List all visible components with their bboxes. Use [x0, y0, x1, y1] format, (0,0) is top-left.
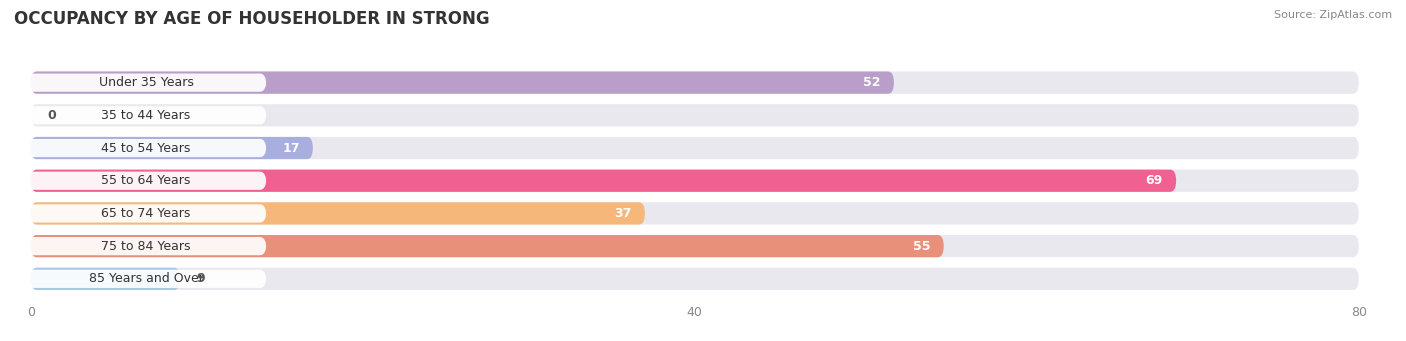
Text: 69: 69 [1146, 174, 1163, 187]
FancyBboxPatch shape [31, 169, 1177, 192]
Text: 55 to 64 Years: 55 to 64 Years [101, 174, 191, 187]
FancyBboxPatch shape [31, 235, 1358, 257]
FancyBboxPatch shape [25, 204, 266, 223]
FancyBboxPatch shape [25, 139, 266, 157]
Text: 0: 0 [48, 109, 56, 122]
Text: 35 to 44 Years: 35 to 44 Years [101, 109, 191, 122]
FancyBboxPatch shape [25, 237, 266, 255]
FancyBboxPatch shape [31, 137, 314, 159]
FancyBboxPatch shape [25, 172, 266, 190]
FancyBboxPatch shape [31, 268, 1358, 290]
Text: Under 35 Years: Under 35 Years [98, 76, 194, 89]
Text: 9: 9 [197, 272, 205, 285]
Text: 37: 37 [614, 207, 631, 220]
Text: 65 to 74 Years: 65 to 74 Years [101, 207, 191, 220]
FancyBboxPatch shape [25, 74, 266, 92]
FancyBboxPatch shape [31, 72, 1358, 94]
FancyBboxPatch shape [31, 104, 1358, 127]
FancyBboxPatch shape [25, 106, 266, 124]
FancyBboxPatch shape [25, 270, 266, 288]
FancyBboxPatch shape [31, 72, 894, 94]
Text: OCCUPANCY BY AGE OF HOUSEHOLDER IN STRONG: OCCUPANCY BY AGE OF HOUSEHOLDER IN STRON… [14, 10, 489, 28]
Text: 17: 17 [283, 142, 299, 154]
FancyBboxPatch shape [31, 268, 180, 290]
FancyBboxPatch shape [31, 137, 1358, 159]
Text: 55: 55 [912, 240, 931, 253]
Text: Source: ZipAtlas.com: Source: ZipAtlas.com [1274, 10, 1392, 20]
Text: 45 to 54 Years: 45 to 54 Years [101, 142, 191, 154]
FancyBboxPatch shape [31, 169, 1358, 192]
FancyBboxPatch shape [31, 202, 645, 224]
FancyBboxPatch shape [31, 202, 1358, 224]
Text: 85 Years and Over: 85 Years and Over [89, 272, 204, 285]
Text: 52: 52 [863, 76, 880, 89]
FancyBboxPatch shape [31, 235, 943, 257]
Text: 75 to 84 Years: 75 to 84 Years [101, 240, 191, 253]
